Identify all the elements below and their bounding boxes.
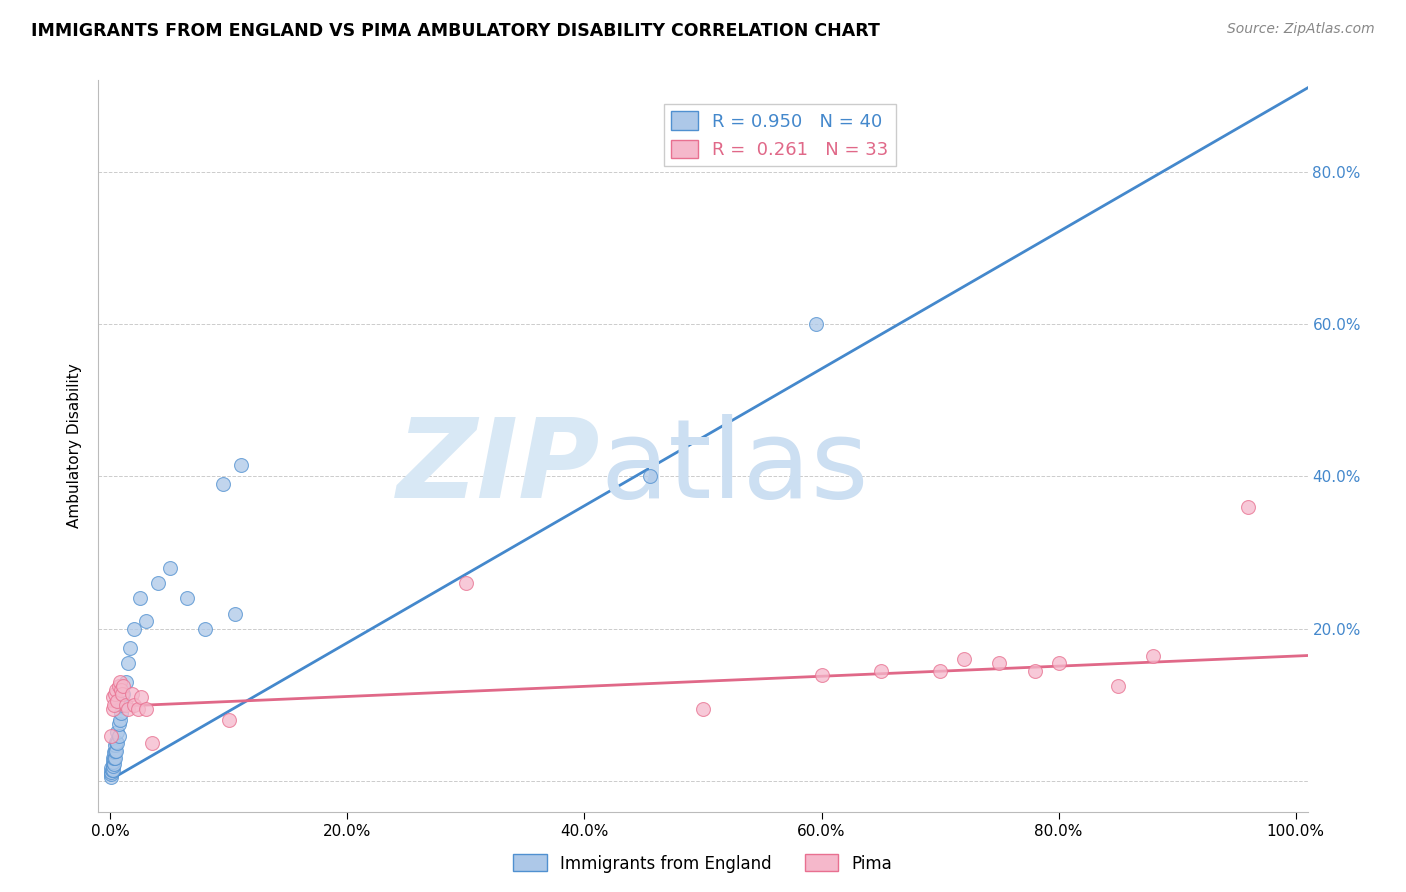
Pima [129, 690, 152, 705]
Pima [1024, 664, 1046, 678]
Immigrants from England [101, 763, 124, 777]
Immigrants from England [100, 765, 122, 780]
Pima [810, 667, 832, 681]
Pima [141, 736, 163, 750]
Immigrants from England [105, 744, 128, 758]
Immigrants from England [100, 766, 122, 780]
Pima [135, 702, 157, 716]
Pima [952, 652, 974, 666]
Pima [692, 702, 714, 716]
Pima [105, 682, 128, 697]
Pima [107, 679, 129, 693]
Text: IMMIGRANTS FROM ENGLAND VS PIMA AMBULATORY DISABILITY CORRELATION CHART: IMMIGRANTS FROM ENGLAND VS PIMA AMBULATO… [31, 22, 880, 40]
Immigrants from England [103, 751, 125, 765]
Pima [103, 698, 125, 712]
Pima [1047, 656, 1070, 670]
Immigrants from England [120, 640, 142, 655]
Pima [1142, 648, 1164, 663]
Text: Source: ZipAtlas.com: Source: ZipAtlas.com [1227, 22, 1375, 37]
Immigrants from England [101, 755, 124, 769]
Immigrants from England [159, 561, 181, 575]
Immigrants from England [100, 760, 122, 774]
Pima [111, 687, 134, 701]
Immigrants from England [105, 724, 128, 739]
Immigrants from England [110, 706, 132, 720]
Pima [100, 729, 122, 743]
Pima [101, 690, 124, 705]
Pima [929, 664, 952, 678]
Immigrants from England [212, 477, 235, 491]
Pima [121, 687, 143, 701]
Immigrants from England [105, 734, 128, 748]
Immigrants from England [122, 622, 145, 636]
Immigrants from England [229, 458, 252, 472]
Pima [869, 664, 891, 678]
Immigrants from England [112, 687, 135, 701]
Pima [218, 714, 240, 728]
Immigrants from England [194, 622, 217, 636]
Pima [104, 687, 127, 701]
Immigrants from England [129, 591, 152, 606]
Pima [117, 702, 139, 716]
Immigrants from England [224, 607, 246, 621]
Immigrants from England [105, 736, 128, 750]
Immigrants from England [146, 576, 169, 591]
Text: ZIP: ZIP [396, 415, 600, 522]
Pima [108, 675, 131, 690]
Pima [110, 682, 132, 697]
Immigrants from England [101, 751, 124, 765]
Immigrants from England [101, 763, 124, 777]
Immigrants from England [108, 714, 131, 728]
Pima [101, 702, 124, 716]
Immigrants from England [117, 656, 139, 670]
Immigrants from England [103, 745, 125, 759]
Immigrants from England [104, 751, 127, 765]
Pima [1237, 500, 1260, 514]
Immigrants from England [103, 757, 125, 772]
Immigrants from England [101, 759, 124, 773]
Immigrants from England [104, 744, 127, 758]
Immigrants from England [638, 469, 661, 483]
Pima [1107, 679, 1129, 693]
Immigrants from England [135, 614, 157, 628]
Pima [127, 702, 149, 716]
Pima [114, 698, 136, 712]
Immigrants from England [100, 771, 122, 785]
Immigrants from England [104, 738, 127, 752]
Immigrants from England [804, 317, 827, 331]
Legend: Immigrants from England, Pima: Immigrants from England, Pima [506, 847, 900, 880]
Pima [988, 656, 1011, 670]
Legend: R = 0.950   N = 40, R =  0.261   N = 33: R = 0.950 N = 40, R = 0.261 N = 33 [664, 104, 896, 166]
Immigrants from England [107, 717, 129, 731]
Immigrants from England [114, 675, 136, 690]
Immigrants from England [111, 698, 134, 712]
Immigrants from England [107, 729, 129, 743]
Pima [454, 576, 477, 591]
Pima [122, 698, 145, 712]
Pima [112, 679, 135, 693]
Y-axis label: Ambulatory Disability: Ambulatory Disability [67, 364, 83, 528]
Pima [105, 694, 128, 708]
Immigrants from England [176, 591, 198, 606]
Text: atlas: atlas [600, 415, 869, 522]
